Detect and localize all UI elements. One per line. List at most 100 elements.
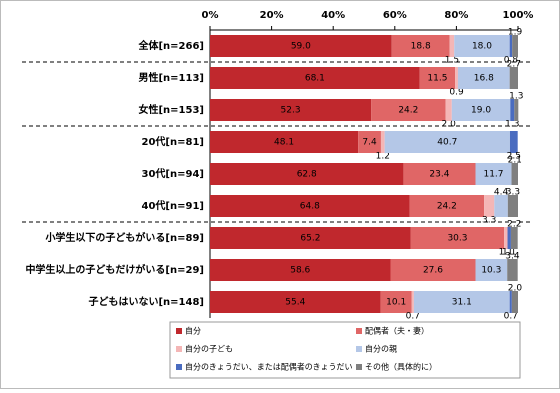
bar-segment [358,131,381,153]
legend-swatch [176,346,182,352]
value-label: 2.2 [507,220,521,230]
bar-segment [504,227,508,249]
legend-label: 自分の子ども [185,344,233,354]
value-label: 1.1 [502,248,516,258]
value-label: 18.8 [411,42,431,52]
value-label: 62.8 [297,170,317,180]
value-label: 1.9 [508,28,523,38]
category-label: 女性[n=153] [138,103,204,116]
bar-segment [403,163,476,185]
value-label: 58.6 [290,266,310,276]
bar-segment [419,67,456,89]
bar-segment [512,35,518,57]
x-tick-label: 60% [383,10,407,21]
value-label: 24.2 [398,106,418,116]
bar-segment [384,131,510,153]
bar-segment [455,67,458,89]
value-label: 16.8 [474,74,494,84]
legend-swatch [176,328,182,334]
value-label: 0.7 [504,312,518,322]
bar-segment [390,259,476,281]
bar-segment [445,99,452,121]
bar-segment [210,99,372,121]
value-label: 48.1 [274,138,294,148]
value-label: 23.4 [429,170,449,180]
legend-label: 配偶者（夫・妻） [365,326,429,336]
legend-label: 自分の親 [365,344,397,354]
value-label: 31.1 [452,298,472,308]
category-label: 全体[n=266] [137,39,204,52]
bar-segment [391,35,450,57]
category-label: 40代[n=91] [142,199,204,212]
bar-segment [484,195,495,217]
legend-swatch [176,364,182,370]
legend-label: 自分のきょうだい、または配偶者のきょうだい [185,362,353,372]
bar-segment [210,259,391,281]
x-tick-label: 80% [444,10,468,21]
value-label: 11.7 [483,170,503,180]
value-label: 2.7 [507,60,521,70]
value-label: 10.3 [481,266,501,276]
bar-segment [210,67,420,89]
value-label: 24.2 [437,202,457,212]
value-label: 27.6 [423,266,443,276]
value-label: 1.3 [505,120,519,130]
value-label: 0.7 [406,312,420,322]
legend-swatch [356,346,362,352]
category-label: 小学生以下の子どもがいる[n=89] [44,231,204,244]
value-label: 3.4 [505,252,520,262]
legend-box [169,321,521,379]
value-label: 1.3 [509,92,523,102]
category-label: 中学生以上の子どもだけがいる[n=29] [25,263,204,276]
value-label: 65.2 [300,234,320,244]
bar-segment [509,67,518,89]
bar-segment [210,227,411,249]
bar-segment [210,163,404,185]
bar-segment [507,259,518,281]
legend-label: その他（具体的に） [365,362,437,372]
value-label: 55.4 [285,298,305,308]
value-label: 1.5 [445,56,459,66]
bar-segment [511,163,518,185]
bar-segment [510,99,515,121]
value-label: 2.1 [508,156,522,166]
bar-segment [475,259,508,281]
bar-segment [413,291,510,313]
category-label: 男性[n=113] [138,71,204,84]
bar-segment [210,35,392,57]
bar-segment [210,195,410,217]
legend-swatch [356,364,362,370]
bar-segment [380,291,412,313]
bar-segment [449,35,455,57]
value-label: 40.7 [437,138,457,148]
x-tick-label: 100% [503,10,534,21]
bar-segment [409,195,485,217]
value-label: 1.1 [499,248,513,258]
legend-label: 自分 [185,326,201,336]
bar-segment [509,131,518,153]
bar-segment [509,35,513,57]
value-label: 3.3 [506,188,520,198]
bar-segment [410,227,505,249]
bar-segment [411,291,414,313]
value-label: 2.0 [508,284,523,294]
value-label: 0.9 [449,88,464,98]
bar-segment [509,291,512,313]
bar-segment [514,99,519,121]
value-label: 2.0 [442,120,457,130]
value-label: 1.2 [376,152,390,162]
x-tick-label: 40% [321,10,345,21]
value-label: 3.3 [482,216,496,226]
value-label: 0.8 [504,56,519,66]
value-label: 64.8 [300,202,320,212]
bar-segment [510,227,518,249]
bar-segment [475,163,512,185]
bar-segment [451,99,511,121]
value-label: 68.1 [305,74,325,84]
bar-segment [507,227,511,249]
bar-segment [511,291,518,313]
value-label: 10.1 [386,298,406,308]
value-label: 52.3 [281,106,301,116]
value-label: 4.4 [494,188,509,198]
